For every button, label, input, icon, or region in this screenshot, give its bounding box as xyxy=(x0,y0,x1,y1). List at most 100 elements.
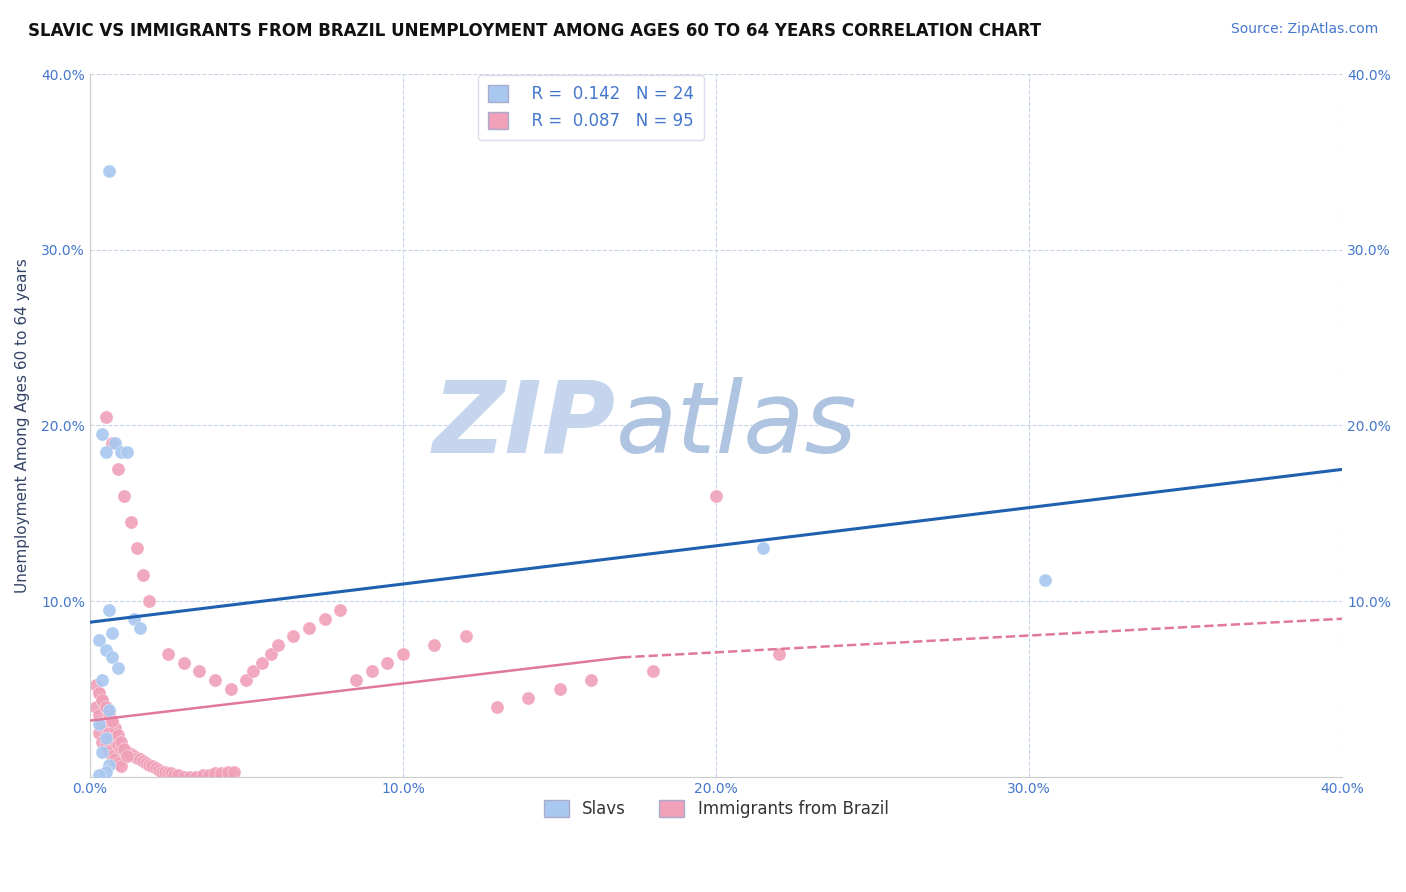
Point xyxy=(107,756,129,770)
Point xyxy=(157,766,180,780)
Point xyxy=(454,629,477,643)
Point xyxy=(485,699,508,714)
Point xyxy=(360,665,382,679)
Point xyxy=(104,436,127,450)
Point xyxy=(104,735,127,749)
Point xyxy=(94,738,117,752)
Point xyxy=(84,699,107,714)
Point xyxy=(117,745,139,759)
Point xyxy=(752,541,775,556)
Point xyxy=(100,731,122,746)
Point xyxy=(132,567,155,582)
Point xyxy=(89,717,111,731)
Point xyxy=(94,643,117,657)
Point xyxy=(100,436,122,450)
Point xyxy=(235,673,257,688)
Point xyxy=(219,681,242,696)
Point xyxy=(768,647,790,661)
Point xyxy=(120,515,142,529)
Point xyxy=(160,766,183,780)
Point xyxy=(94,699,117,714)
Text: Source: ZipAtlas.com: Source: ZipAtlas.com xyxy=(1230,22,1378,37)
Point xyxy=(179,770,201,784)
Point xyxy=(1033,573,1056,587)
Point xyxy=(423,638,446,652)
Point xyxy=(209,766,232,780)
Point xyxy=(100,650,122,665)
Y-axis label: Unemployment Among Ages 60 to 64 years: Unemployment Among Ages 60 to 64 years xyxy=(15,258,30,593)
Point xyxy=(204,766,226,780)
Point xyxy=(222,764,245,779)
Point xyxy=(89,708,111,723)
Point xyxy=(141,759,163,773)
Point xyxy=(138,594,160,608)
Point xyxy=(110,445,132,459)
Point xyxy=(97,163,120,178)
Point xyxy=(110,735,132,749)
Point xyxy=(112,741,135,756)
Point xyxy=(260,647,283,661)
Point xyxy=(517,690,540,705)
Point xyxy=(186,770,208,784)
Point xyxy=(97,603,120,617)
Point xyxy=(97,743,120,757)
Point xyxy=(217,764,239,779)
Point xyxy=(107,661,129,675)
Point xyxy=(163,768,186,782)
Point xyxy=(548,681,571,696)
Point xyxy=(107,462,129,476)
Point xyxy=(242,665,264,679)
Point xyxy=(91,735,114,749)
Point xyxy=(107,738,129,752)
Point xyxy=(704,489,727,503)
Point xyxy=(125,541,148,556)
Point xyxy=(112,489,135,503)
Point xyxy=(110,759,132,773)
Point xyxy=(112,743,135,757)
Point xyxy=(94,445,117,459)
Point xyxy=(107,728,129,742)
Point xyxy=(129,620,152,634)
Point xyxy=(89,685,111,699)
Point xyxy=(91,427,114,442)
Point xyxy=(100,714,122,728)
Point xyxy=(100,748,122,763)
Point xyxy=(94,731,117,746)
Point xyxy=(267,638,290,652)
Point xyxy=(129,752,152,766)
Point xyxy=(97,706,120,721)
Point xyxy=(91,745,114,759)
Text: ZIP: ZIP xyxy=(433,377,616,474)
Point xyxy=(89,685,111,699)
Point xyxy=(344,673,367,688)
Point xyxy=(97,726,120,740)
Point xyxy=(91,717,114,731)
Point xyxy=(97,757,120,772)
Point xyxy=(283,629,305,643)
Point xyxy=(104,721,127,735)
Point xyxy=(122,612,145,626)
Point xyxy=(125,750,148,764)
Text: atlas: atlas xyxy=(616,377,858,474)
Point xyxy=(392,647,415,661)
Point xyxy=(173,770,195,784)
Point xyxy=(97,703,120,717)
Point xyxy=(91,692,114,706)
Point xyxy=(89,726,111,740)
Point xyxy=(132,754,155,768)
Point xyxy=(579,673,602,688)
Point xyxy=(89,768,111,782)
Point xyxy=(375,656,398,670)
Point xyxy=(94,409,117,424)
Point xyxy=(150,764,173,779)
Point xyxy=(91,673,114,688)
Point xyxy=(97,706,120,721)
Point xyxy=(314,612,336,626)
Point xyxy=(188,665,211,679)
Point xyxy=(198,768,221,782)
Point xyxy=(91,692,114,706)
Point xyxy=(148,763,170,777)
Point xyxy=(104,752,127,766)
Point xyxy=(110,741,132,756)
Point xyxy=(135,756,157,770)
